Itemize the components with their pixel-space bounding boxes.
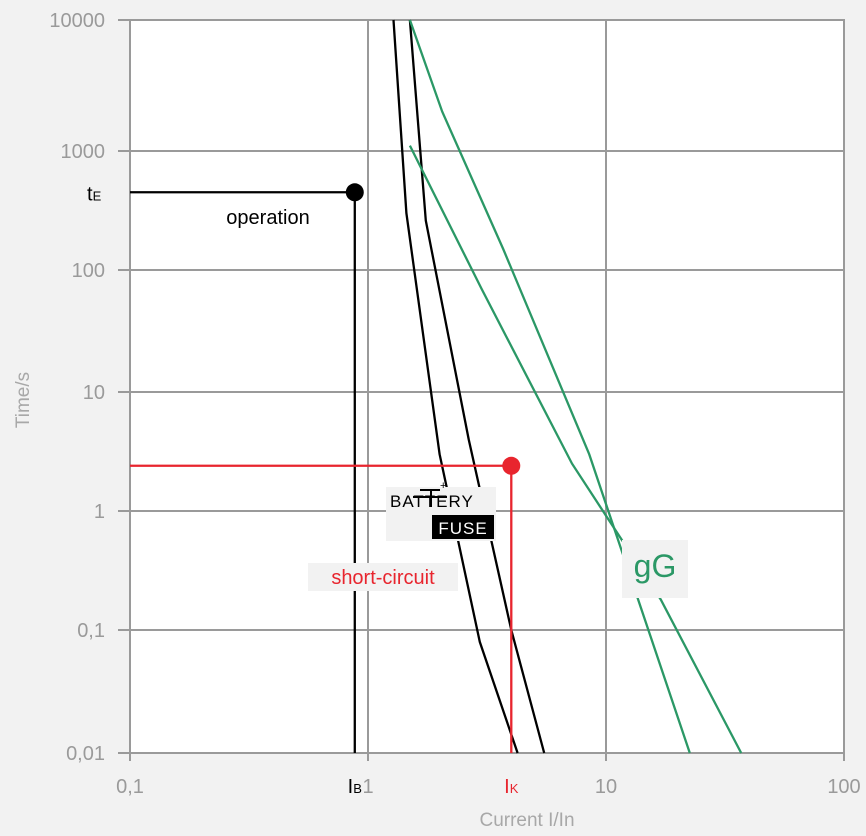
marker-group: [130, 183, 521, 753]
series-line: [408, 145, 743, 754]
grid-lines: [118, 19, 845, 761]
operation-label: operation: [226, 207, 309, 229]
logo-fuse-box: [432, 515, 494, 539]
y-tick-label: 0,01: [66, 743, 105, 765]
series-line: [392, 19, 519, 754]
ib-label: IB: [348, 776, 362, 798]
y-tick-label: 10000: [49, 10, 105, 32]
x-tick-label: 10: [595, 776, 617, 798]
plot-area: [129, 19, 845, 754]
x-tick-label: 0,1: [116, 776, 144, 798]
annotation-group: tEIBIKoperationshort-circuitgGBATTERY+FU…: [87, 183, 688, 798]
gg-label-bg: [622, 540, 688, 598]
x-tick-label: 1: [362, 776, 373, 798]
y-tick-label: 100: [72, 260, 105, 282]
gg-label: gG: [634, 548, 677, 584]
y-tick-label: 1000: [61, 141, 106, 163]
short-circuit-label: short-circuit: [331, 567, 435, 589]
short-circuit-label-bg: [308, 563, 458, 591]
logo-fuse-text: FUSE: [438, 519, 487, 538]
short-circuit-point: [502, 456, 521, 475]
x-tick-label: 100: [827, 776, 860, 798]
tick-labels: 0,1 1 10 100 0,01 0,1 1 10 100 1000 10000: [49, 10, 860, 798]
battery-plus-sign: +: [440, 480, 446, 492]
y-tick-label: 10: [83, 382, 105, 404]
y-tick-label: 1: [94, 501, 105, 523]
y-axis-title: Time/s: [13, 372, 34, 428]
te-label: tE: [87, 183, 102, 205]
battery-fuse-logo: BATTERY+FUSE: [386, 480, 496, 541]
y-tick-label: 0,1: [77, 620, 105, 642]
ik-label: IK: [504, 776, 519, 798]
series-line: [408, 19, 546, 754]
operation-point: [345, 183, 364, 202]
x-axis-title: Current I/In: [479, 810, 574, 831]
